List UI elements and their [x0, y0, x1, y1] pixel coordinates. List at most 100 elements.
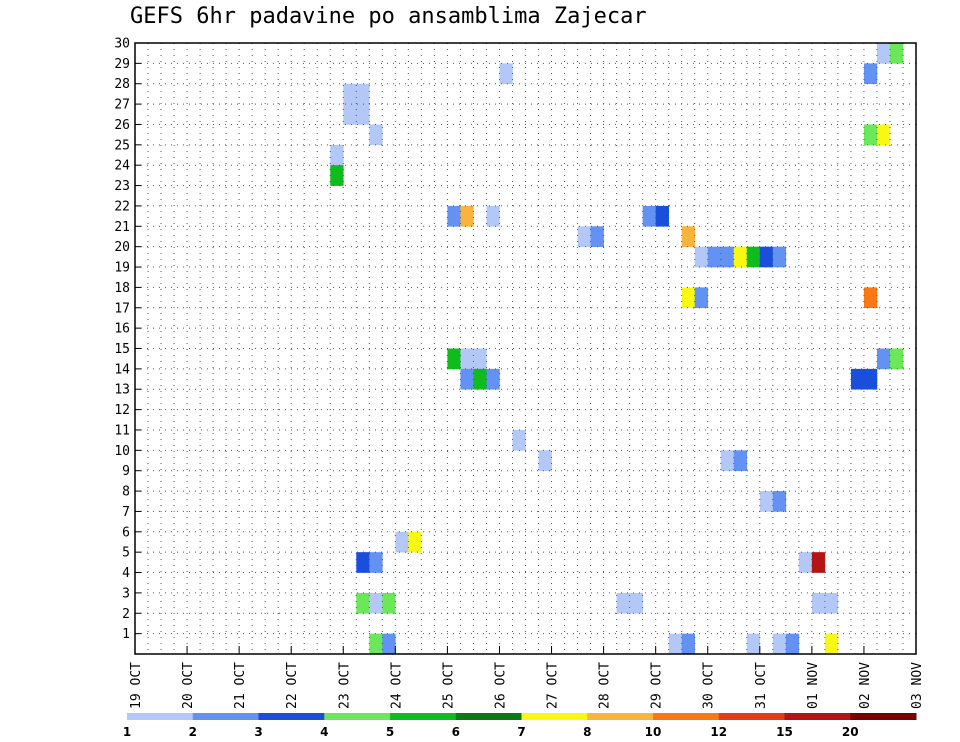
heatmap-cell: [772, 246, 787, 268]
heatmap-cell: [343, 83, 357, 105]
heatmap-cell: [863, 368, 878, 390]
y-tick-label: 14: [114, 362, 130, 377]
colorbar-swatch: [324, 713, 391, 720]
chart-title: GEFS 6hr padavine po ansamblima Zajecar: [130, 4, 647, 29]
colorbar-swatch: [521, 713, 588, 720]
y-tick-label: 11: [114, 423, 130, 438]
colorbar-swatch: [850, 713, 917, 720]
heatmap-cell: [447, 348, 461, 370]
heatmap-cell: [876, 348, 891, 370]
y-tick-label: 22: [114, 199, 130, 214]
heatmap-cell: [772, 633, 787, 655]
y-tick-label: 16: [114, 322, 130, 337]
y-tick-label: 23: [114, 179, 130, 194]
heatmap-cell: [655, 205, 669, 227]
heatmap-cell: [395, 531, 409, 553]
y-tick-label: 8: [122, 485, 130, 500]
heatmap-cell: [798, 552, 813, 573]
heatmap-cell: [343, 104, 357, 125]
y-tick-label: 19: [114, 261, 130, 276]
heatmap-cell: [642, 205, 656, 227]
heatmap-cell: [590, 226, 604, 247]
heatmap-cell: [759, 246, 774, 268]
x-tick-label: 22 OCT: [285, 662, 300, 709]
y-tick-label: 15: [114, 342, 130, 357]
heatmap-cell: [759, 491, 774, 512]
x-tick-label: 03 NOV: [910, 662, 925, 709]
x-tick-label: 21 OCT: [233, 662, 248, 709]
colorbar-label: 8: [583, 725, 591, 739]
heatmap-cell: [356, 552, 370, 573]
heatmap-cell: [382, 633, 396, 655]
x-axis-ticks: 19 OCT 20 OCT 21 OCT 22 OCT 23 OCT 24 OCT 25 O…: [129, 646, 925, 709]
colorbar-label: 6: [452, 725, 460, 739]
x-tick-label: 01 NOV: [806, 662, 821, 709]
colorbar-label: 20: [842, 725, 859, 739]
heatmap-cell: [694, 287, 709, 309]
heatmap-cell: [577, 226, 591, 247]
y-tick-label: 9: [122, 464, 130, 479]
heatmap-cell: [681, 633, 696, 655]
colorbar-label: 1: [123, 725, 131, 739]
colorbar: 1 2 3 4 5 6 7 8 10 12 15 20: [123, 713, 917, 739]
x-tick-label: 29 OCT: [650, 662, 665, 709]
colorbar-swatch: [587, 713, 654, 720]
heatmap-cell: [863, 287, 878, 309]
heatmap-cell: [512, 429, 526, 451]
heatmap-cell: [330, 165, 344, 186]
heatmap-cells: [330, 43, 904, 655]
colorbar-label: 2: [189, 725, 197, 739]
heatmap-cell: [850, 368, 865, 390]
heatmap-cell: [473, 368, 487, 390]
colorbar-label: 12: [710, 725, 727, 739]
colorbar-label: 10: [645, 725, 662, 739]
x-tick-label: 19 OCT: [129, 662, 144, 709]
y-tick-label: 28: [114, 77, 130, 92]
colorbar-swatch: [784, 713, 851, 720]
y-tick-label: 5: [122, 546, 130, 561]
y-tick-label: 10: [114, 444, 130, 459]
y-tick-label: 20: [114, 240, 130, 255]
y-tick-label: 13: [114, 383, 130, 398]
heatmap-cell: [733, 246, 748, 268]
colorbar-swatch: [192, 713, 259, 720]
heatmap-cell: [824, 633, 839, 655]
x-tick-label: 28 OCT: [598, 662, 613, 709]
heatmap-cell: [356, 104, 370, 125]
heatmap-cell: [460, 368, 474, 390]
colorbar-swatch: [718, 713, 785, 720]
heatmap-cell: [824, 592, 839, 614]
heatmap-cell: [772, 491, 787, 512]
y-tick-label: 2: [122, 607, 130, 622]
y-tick-label: 3: [122, 586, 130, 601]
heatmap-cell: [681, 226, 696, 247]
x-tick-label: 26 OCT: [493, 662, 508, 709]
heatmap-cell: [369, 552, 383, 573]
heatmap-cell: [811, 592, 826, 614]
heatmap-cell: [694, 246, 709, 268]
y-tick-label: 7: [122, 505, 130, 520]
heatmap-cell: [330, 144, 344, 166]
heatmap-cell: [369, 592, 383, 614]
x-tick-label: 24 OCT: [389, 662, 404, 709]
y-axis-ticks: 1234567891011121314151617181920212223242…: [114, 37, 141, 642]
colorbar-label: 7: [517, 725, 525, 739]
heatmap-cell: [356, 83, 370, 105]
heatmap-cell: [863, 124, 878, 146]
colorbar-label: 5: [386, 725, 394, 739]
heatmap-cell: [746, 246, 761, 268]
heatmap-cell: [356, 592, 370, 614]
x-tick-label: 23 OCT: [337, 662, 352, 709]
heatmap-cell: [447, 205, 461, 227]
y-tick-label: 26: [114, 118, 130, 133]
heatmap-cell: [382, 592, 396, 614]
heatmap-cell: [460, 348, 474, 370]
heatmap-cell: [707, 246, 722, 268]
y-tick-label: 1: [122, 627, 130, 642]
y-tick-label: 18: [114, 281, 130, 296]
heatmap-cell: [369, 124, 383, 146]
heatmap-cell: [369, 633, 383, 655]
colorbar-label: 4: [320, 725, 328, 739]
heatmap-cell: [889, 348, 904, 370]
